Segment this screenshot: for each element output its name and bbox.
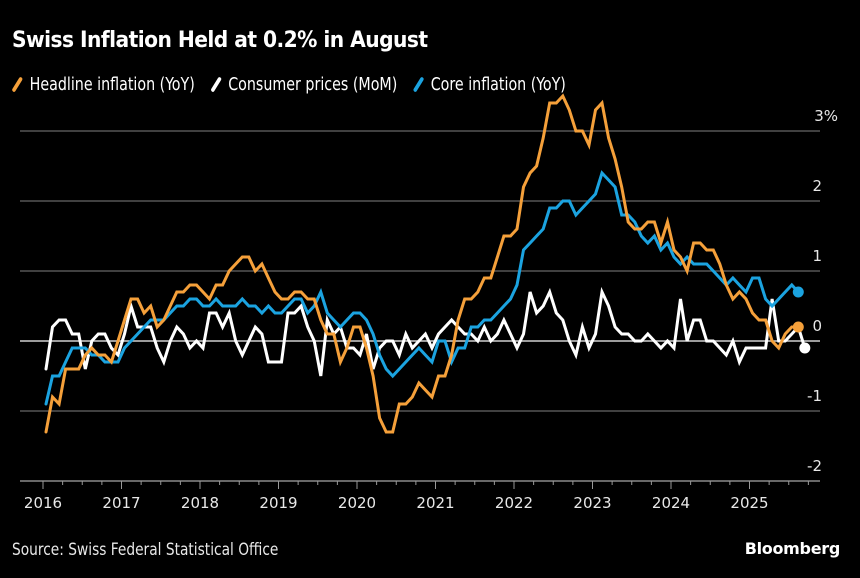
core-line bbox=[44, 170, 800, 406]
x-tick-label: 2016 bbox=[24, 494, 62, 512]
bloomberg-logo: Bloomberg bbox=[744, 539, 841, 558]
x-tick-label: 2019 bbox=[259, 494, 297, 512]
x-tick-label: 2025 bbox=[730, 494, 768, 512]
source-note: Source: Swiss Federal Statistical Office bbox=[12, 540, 279, 560]
x-tick-label: 2023 bbox=[573, 494, 611, 512]
x-tick-label: 2020 bbox=[338, 494, 376, 512]
y-tick-label: 2 bbox=[812, 177, 822, 195]
legend-item-headline: Headline inflation (YoY) bbox=[11, 74, 195, 95]
x-tick-label: 2024 bbox=[652, 494, 690, 512]
legend: Headline inflation (YoY) Consumer prices… bbox=[11, 74, 582, 95]
y-tick-label: -2 bbox=[807, 457, 822, 475]
legend-label-consumer: Consumer prices (MoM) bbox=[228, 74, 398, 95]
x-axis: 2016 2017 2018 2019 2020 2021 2022 2023 2024 2025 bbox=[20, 480, 820, 512]
legend-item-core: Core inflation (YoY) bbox=[412, 74, 566, 95]
y-tick-label: 1 bbox=[812, 247, 822, 265]
legend-label-headline: Headline inflation (YoY) bbox=[29, 74, 195, 95]
x-tick-label: 2017 bbox=[102, 494, 140, 512]
legend-label-core: Core inflation (YoY) bbox=[430, 74, 566, 95]
headline-end-marker bbox=[792, 321, 804, 333]
x-tick-label: 2022 bbox=[495, 494, 533, 512]
chart-title: Swiss Inflation Held at 0.2% in August bbox=[12, 28, 428, 53]
headline-line bbox=[44, 93, 800, 434]
series-end-markers bbox=[792, 286, 811, 354]
consumer-prices-end-marker bbox=[799, 342, 811, 354]
core-end-marker bbox=[792, 286, 804, 298]
y-tick-label: 3% bbox=[814, 107, 838, 125]
x-tick-label: 2018 bbox=[181, 494, 219, 512]
series-lines bbox=[44, 93, 807, 434]
legend-item-consumer: Consumer prices (MoM) bbox=[210, 74, 398, 95]
consumer-prices-line bbox=[44, 286, 807, 377]
y-tick-label: 0 bbox=[812, 317, 822, 335]
y-axis-labels: 3% 2 1 0 -1 -2 bbox=[807, 107, 838, 475]
y-tick-label: -1 bbox=[807, 387, 822, 405]
x-tick-label: 2021 bbox=[416, 494, 454, 512]
